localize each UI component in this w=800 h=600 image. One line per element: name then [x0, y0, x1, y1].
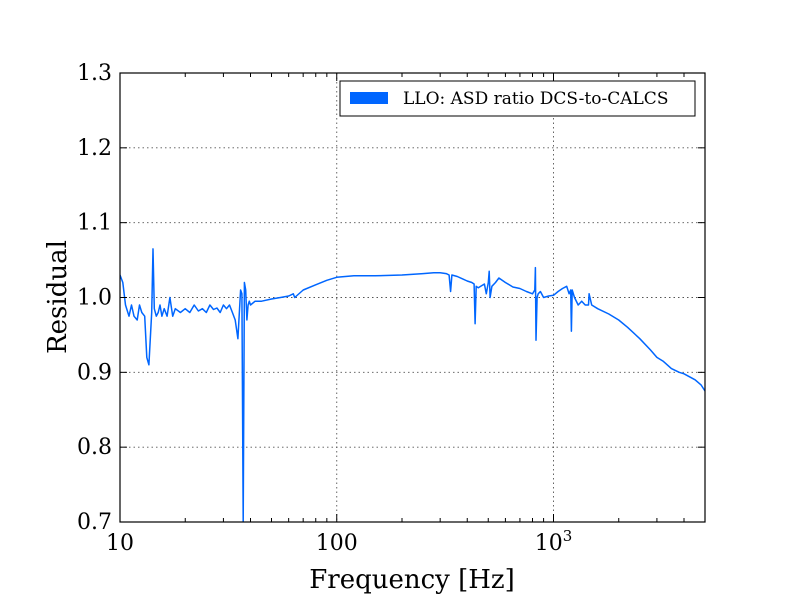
x-tick-label: 10 — [106, 531, 134, 556]
y-tick-labels: 0.7 0.8 0.9 1.0 1.1 1.2 1.3 — [77, 61, 112, 535]
axis-ticks — [119, 72, 705, 523]
x-axis-label: Frequency [Hz] — [309, 565, 515, 595]
legend-swatch — [350, 92, 388, 104]
y-tick-label: 0.9 — [77, 360, 112, 385]
legend-box — [339, 80, 696, 117]
grid-lines — [120, 73, 705, 522]
legend: LLO: ASD ratio DCS-to-CALCS — [339, 80, 696, 117]
y-tick-label: 1.2 — [77, 136, 112, 161]
y-axis-label: Residual — [43, 240, 73, 354]
x-tick-label: 100 — [316, 531, 358, 556]
series-layer — [120, 248, 705, 522]
series-line-0 — [120, 248, 705, 522]
y-tick-label: 1.0 — [77, 286, 112, 311]
y-tick-label: 0.8 — [77, 435, 112, 460]
y-tick-label: 0.7 — [77, 510, 112, 535]
x-tick-labels: 10 100 103 — [106, 527, 572, 556]
y-tick-label: 1.3 — [77, 61, 112, 86]
legend-label: LLO: ASD ratio DCS-to-CALCS — [403, 89, 668, 109]
y-tick-label: 1.1 — [77, 211, 112, 236]
